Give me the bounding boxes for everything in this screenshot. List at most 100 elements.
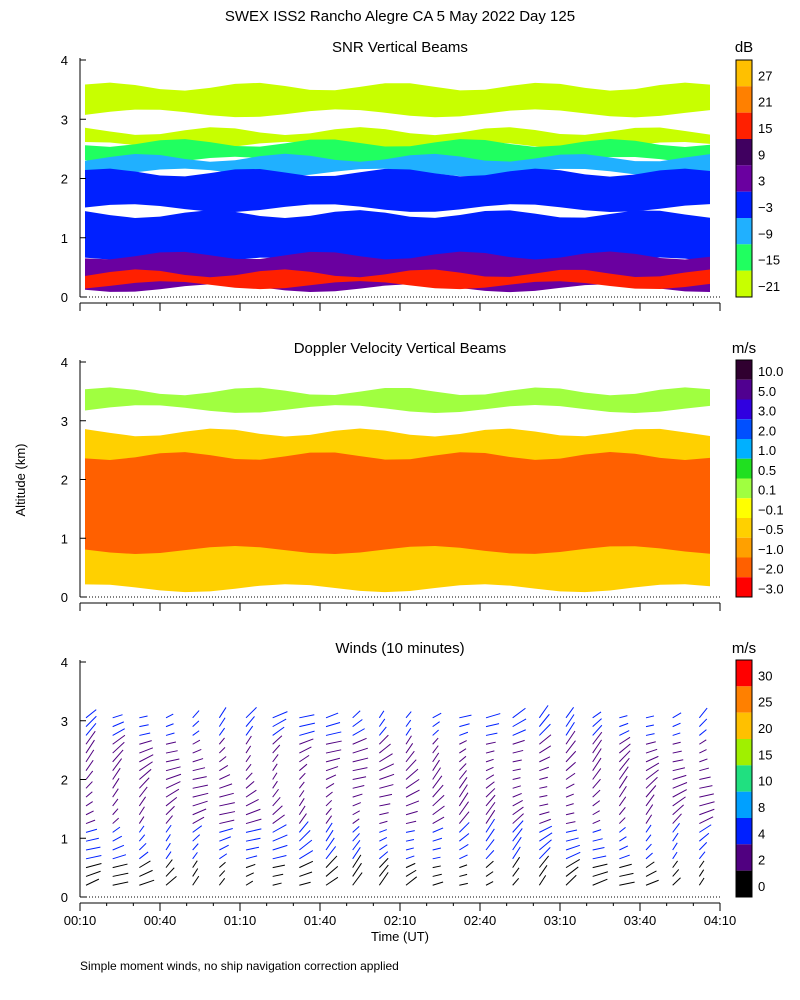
wind-barb: [112, 734, 126, 745]
colorbar-swatch: [736, 686, 752, 713]
wind-barb: [192, 843, 199, 851]
wind-barb: [352, 710, 361, 719]
wind-barb: [539, 811, 550, 816]
colorbar-swatch: [736, 660, 752, 687]
wind-barb: [405, 830, 415, 833]
wind-barb: [432, 827, 444, 833]
wind-barb: [85, 801, 93, 807]
wind-barb: [699, 758, 708, 763]
wind-barb: [699, 767, 709, 772]
wind-barb: [245, 780, 255, 789]
colorbar-label: 3.0: [758, 404, 776, 419]
wind-barb: [592, 739, 602, 754]
wind-barb: [165, 824, 172, 833]
wind-barb: [538, 865, 548, 877]
colorbar-swatch: [736, 270, 752, 297]
wind-barb: [539, 745, 552, 754]
wind-barb: [378, 864, 389, 877]
wind-barb: [272, 854, 287, 860]
y-tick-label: 4: [61, 53, 68, 68]
wind-barb: [325, 757, 341, 763]
wind-barb: [138, 786, 148, 798]
wind-barb: [672, 832, 679, 842]
colorbar-label: 10: [758, 774, 772, 789]
wind-barb: [378, 734, 389, 745]
colorbar-label: 15: [758, 121, 772, 136]
wind-barb: [379, 763, 395, 772]
wind-barb: [219, 827, 233, 833]
wind-barb: [699, 749, 707, 754]
wind-barb: [112, 728, 125, 736]
wind-barb: [565, 851, 581, 860]
wind-barb: [299, 738, 314, 745]
wind-barb: [352, 737, 367, 745]
wind-barb: [619, 845, 629, 851]
wind-barb: [699, 785, 713, 789]
wind-barb: [485, 860, 494, 869]
wind-barb: [459, 833, 470, 842]
colorbar-label: 5.0: [758, 384, 776, 399]
wind-barb: [272, 864, 285, 869]
wind-barb: [85, 715, 97, 727]
wind-barb: [165, 805, 175, 816]
wind-barb: [272, 814, 285, 824]
wind-barb: [512, 820, 524, 833]
wind-barb: [352, 757, 369, 763]
wind-barb: [618, 757, 630, 771]
wind-barb: [485, 881, 494, 886]
wind-barb: [379, 773, 395, 780]
wind-barb: [298, 813, 307, 824]
wind-barb: [272, 834, 288, 842]
wind-barb: [539, 776, 548, 780]
wind-barb: [352, 719, 363, 728]
wind-barb: [645, 870, 657, 877]
wind-barb: [379, 743, 391, 754]
wind-barb: [299, 860, 314, 869]
wind-barb: [352, 825, 360, 833]
wind-barb: [539, 832, 553, 842]
wind-barb: [298, 772, 306, 780]
wind-barb: [112, 826, 121, 833]
wind-barb: [565, 730, 576, 745]
wind-barb: [218, 727, 226, 736]
colorbar-swatch: [736, 537, 752, 558]
wind-barb: [618, 775, 628, 789]
wind-barb: [619, 730, 630, 736]
colorbar-label: 0.5: [758, 463, 776, 478]
wind-barb: [325, 740, 342, 745]
wind-barb: [272, 763, 278, 771]
wind-barb: [219, 765, 229, 772]
wind-barb: [512, 836, 522, 851]
wind-barb: [645, 724, 654, 728]
colorbar-swatch: [736, 844, 752, 871]
wind-barb: [699, 801, 715, 807]
wind-barb: [432, 847, 442, 851]
wind-barb: [699, 729, 707, 736]
wind-barb: [352, 840, 361, 851]
wind-barb: [139, 869, 153, 877]
wind-barb: [512, 707, 526, 719]
wind-barb: [325, 791, 333, 798]
wind-barb: [352, 802, 362, 807]
wind-barb: [352, 793, 363, 798]
winds-colorbar-unit: m/s: [732, 640, 756, 657]
wind-barb: [565, 812, 575, 816]
wind-barb: [672, 851, 678, 860]
wind-barb: [565, 722, 575, 736]
wind-barb: [272, 711, 288, 719]
wind-barb: [485, 809, 496, 824]
wind-barb: [672, 759, 684, 763]
wind-barb: [379, 844, 388, 851]
wind-barb: [218, 717, 226, 727]
colorbar-swatch: [736, 419, 752, 439]
wind-barb: [485, 713, 501, 719]
wind-barb: [245, 745, 252, 754]
colorbar-label: 20: [758, 721, 772, 736]
wind-barb: [85, 810, 94, 816]
wind-barb: [592, 718, 602, 727]
wind-barb: [139, 715, 148, 719]
wind-barb: [192, 748, 202, 754]
wind-barb: [245, 818, 262, 825]
wind-barb: [432, 775, 443, 789]
